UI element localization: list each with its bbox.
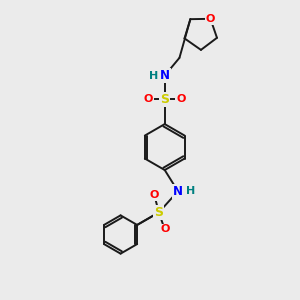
- Text: O: O: [144, 94, 153, 104]
- Text: H: H: [186, 186, 195, 196]
- Text: N: N: [173, 185, 183, 198]
- Text: O: O: [206, 14, 215, 24]
- Text: O: O: [160, 224, 169, 235]
- Text: N: N: [160, 69, 170, 82]
- Text: S: S: [154, 206, 163, 219]
- Text: S: S: [160, 93, 169, 106]
- Text: H: H: [149, 70, 158, 80]
- Text: O: O: [150, 190, 159, 200]
- Text: O: O: [176, 94, 186, 104]
